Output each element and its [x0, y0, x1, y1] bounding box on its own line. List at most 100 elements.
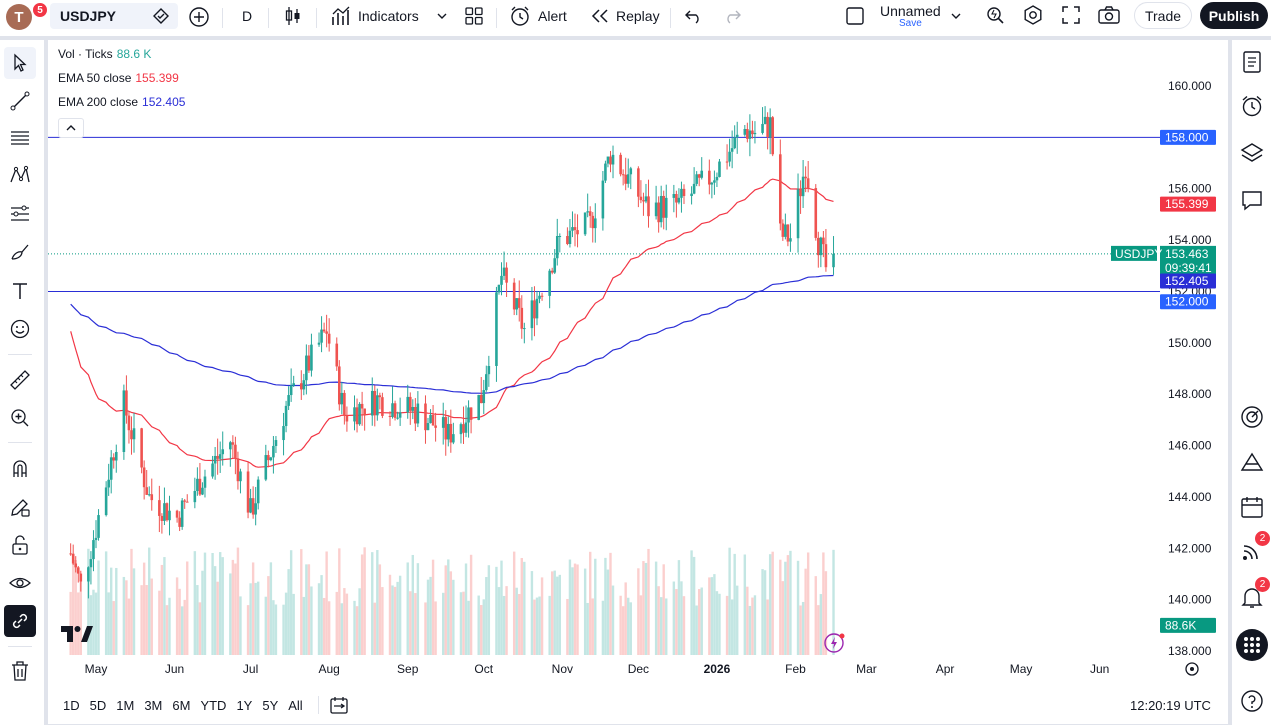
- utc-clock[interactable]: 12:20:19 UTC: [1130, 698, 1211, 713]
- quick-search-icon[interactable]: [984, 4, 1006, 26]
- products-button[interactable]: [1236, 629, 1268, 661]
- fullscreen-icon[interactable]: [1061, 5, 1081, 25]
- candle-body: [647, 196, 650, 217]
- replay-button[interactable]: Replay: [616, 8, 660, 24]
- candle-body: [183, 500, 187, 502]
- volume-bar: [198, 602, 202, 655]
- range-6m-button[interactable]: 6M: [172, 697, 191, 713]
- range-1y-button[interactable]: 1Y: [236, 697, 253, 713]
- range-3m-button[interactable]: 3M: [144, 697, 163, 713]
- volume-bar: [229, 573, 232, 655]
- volume-bar: [345, 593, 349, 655]
- chevron-down-icon[interactable]: [436, 11, 448, 21]
- volume-bar: [393, 586, 397, 655]
- alerts-button[interactable]: [1236, 90, 1268, 122]
- volume-legend[interactable]: Vol · Ticks 88.6 K: [58, 47, 151, 61]
- camera-icon[interactable]: [1097, 5, 1121, 25]
- candle-style-icon[interactable]: [283, 5, 303, 27]
- candle: [700, 157, 704, 180]
- candle: [621, 169, 625, 186]
- help-button[interactable]: [1236, 685, 1268, 717]
- range-ytd-button[interactable]: YTD: [200, 697, 227, 713]
- collapse-legend-button[interactable]: [58, 118, 84, 138]
- volume-bar: [746, 586, 749, 655]
- tradingview-logo[interactable]: [60, 624, 94, 644]
- pattern-tool[interactable]: [4, 160, 36, 192]
- volume-bar: [406, 562, 409, 655]
- candle-body: [175, 510, 179, 518]
- indicators-icon[interactable]: [330, 5, 352, 27]
- interval-button[interactable]: D: [242, 8, 253, 24]
- range-1d-button[interactable]: 1D: [63, 697, 80, 713]
- symbol-search[interactable]: USDJPY: [50, 3, 178, 29]
- volume-bar: [680, 581, 683, 655]
- hide-drawings-tool[interactable]: [4, 567, 36, 599]
- candle-body: [515, 298, 519, 310]
- streams-button[interactable]: 2: [1236, 531, 1270, 567]
- settings-gear-icon[interactable]: [1022, 4, 1044, 26]
- layout-name[interactable]: Unnamed: [880, 3, 941, 19]
- chevron-down-icon[interactable]: [950, 11, 962, 21]
- zoom-tool[interactable]: [4, 402, 36, 434]
- candle: [477, 394, 480, 421]
- measure-tool[interactable]: [4, 364, 36, 396]
- forecast-tool[interactable]: [4, 198, 36, 230]
- candle: [114, 444, 118, 473]
- watchlist-button[interactable]: [1236, 46, 1268, 78]
- text-tool[interactable]: [4, 275, 36, 307]
- calendar-button[interactable]: [1236, 491, 1268, 523]
- sync-drawings-tool[interactable]: [4, 605, 36, 637]
- replay-icon[interactable]: [590, 7, 610, 25]
- range-all-button[interactable]: All: [288, 697, 303, 713]
- redo-icon[interactable]: [722, 7, 742, 25]
- candle-body: [713, 180, 716, 183]
- add-symbol-icon[interactable]: [188, 6, 210, 28]
- ideas-button[interactable]: [1236, 446, 1268, 478]
- candle-body: [512, 282, 516, 310]
- chats-button[interactable]: [1236, 184, 1268, 216]
- notifications-button[interactable]: 2: [1236, 577, 1270, 613]
- compare-symbol-icon[interactable]: [152, 8, 170, 24]
- fib-tool[interactable]: [4, 122, 36, 154]
- cursor-tool[interactable]: [4, 47, 36, 79]
- volume-bar: [142, 562, 146, 655]
- lock-drawings-tool[interactable]: [4, 529, 36, 561]
- candle: [104, 481, 108, 517]
- emoji-tool[interactable]: [4, 313, 36, 345]
- lightning-icon[interactable]: [823, 631, 847, 655]
- alert-clock-icon[interactable]: [508, 4, 532, 28]
- alert-button[interactable]: Alert: [538, 8, 567, 24]
- range-1m-button[interactable]: 1M: [116, 697, 135, 713]
- date-range-icon[interactable]: [329, 695, 349, 715]
- keep-drawing-tool[interactable]: [4, 491, 36, 523]
- publish-button[interactable]: Publish: [1200, 2, 1268, 29]
- ema50-legend-value: 155.399: [135, 71, 179, 85]
- undo-icon[interactable]: [684, 7, 704, 25]
- trendline-tool[interactable]: [4, 85, 36, 117]
- volume-bar: [690, 550, 693, 655]
- brush-tool[interactable]: [4, 236, 36, 268]
- time-axis-label: Nov: [552, 662, 573, 676]
- trade-button[interactable]: Trade: [1134, 2, 1192, 29]
- pine-editor-button[interactable]: [1236, 401, 1268, 433]
- candle: [229, 440, 232, 467]
- volume-bar: [89, 595, 93, 655]
- chart-panel[interactable]: 160.000 158.000 156.000 154.000 152.000 150.0…: [48, 40, 1228, 724]
- layouts-grid-icon[interactable]: [464, 6, 484, 26]
- candle-body: [550, 270, 554, 273]
- ema50-legend[interactable]: EMA 50 close 155.399: [58, 71, 179, 85]
- magnet-tool[interactable]: [4, 453, 36, 485]
- candle-body: [272, 445, 275, 458]
- remove-drawings-tool[interactable]: [4, 655, 36, 687]
- candle: [335, 337, 339, 371]
- indicators-button[interactable]: Indicators: [358, 8, 419, 24]
- range-5d-button[interactable]: 5D: [89, 697, 107, 713]
- ema50-line: [70, 178, 834, 468]
- object-tree-button[interactable]: [1236, 137, 1268, 169]
- volume-bar: [327, 601, 331, 655]
- price-chart[interactable]: 160.000 158.000 156.000 154.000 152.000 150.0…: [48, 40, 1228, 686]
- layout-square-icon[interactable]: [845, 6, 865, 26]
- range-5y-button[interactable]: 5Y: [262, 697, 279, 713]
- ema200-legend[interactable]: EMA 200 close 152.405: [58, 95, 185, 109]
